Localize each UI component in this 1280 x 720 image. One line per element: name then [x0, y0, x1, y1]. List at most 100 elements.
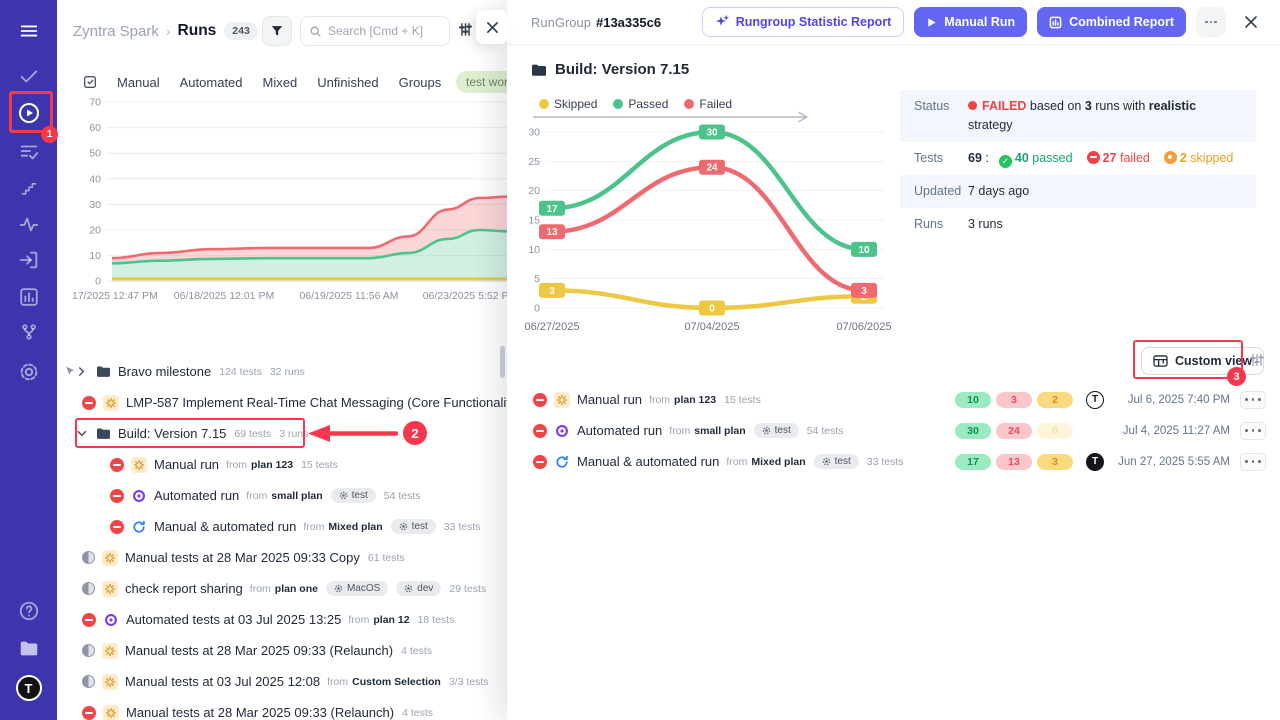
table-view-icon	[1153, 354, 1168, 368]
svg-text:3: 3	[861, 286, 867, 297]
stairs-icon[interactable]	[12, 173, 46, 203]
from-label: from	[726, 455, 748, 468]
svg-text:50: 50	[89, 148, 101, 160]
run-row[interactable]: check report sharing from plan one MacOS…	[57, 573, 507, 604]
custom-view-button[interactable]: Custom view	[1141, 347, 1265, 375]
list-settings-sliders-icon[interactable]	[1249, 352, 1265, 368]
updated-value: 7 days ago	[968, 183, 1030, 198]
tab-manual[interactable]: Manual	[117, 75, 160, 90]
run-title: Manual tests at 03 Jul 2025 12:08	[125, 674, 321, 689]
check-circle-icon: ✓	[998, 154, 1012, 168]
tests-count: 3/3 tests	[448, 675, 489, 688]
activity-icon[interactable]	[12, 209, 46, 239]
run-row[interactable]: Manual & automated run from Mixed plan t…	[57, 511, 507, 542]
run-title: check report sharing	[125, 581, 243, 596]
run-date: Jul 6, 2025 7:40 PM	[1127, 393, 1230, 406]
user-avatar[interactable]: T	[12, 673, 46, 703]
result-pills: 30 24 0	[955, 422, 1078, 439]
failed-dot-icon	[684, 99, 695, 109]
from-label: from	[249, 582, 271, 595]
tag-filter-pill[interactable]: test work	[456, 71, 507, 93]
search-input[interactable]	[328, 24, 433, 38]
run-row[interactable]: Manual run from plan 123 15 tests	[57, 449, 507, 480]
rungroup-statistic-report-button[interactable]: Rungroup Statistic Report	[701, 7, 905, 37]
folder-icon	[96, 365, 111, 378]
tab-groups[interactable]: Groups	[398, 75, 442, 90]
sign-in-icon[interactable]	[12, 245, 46, 275]
row-more-button[interactable]	[1240, 452, 1266, 471]
tab-mixed[interactable]: Mixed	[262, 75, 298, 90]
search-box[interactable]	[300, 16, 450, 46]
chevron-down-icon[interactable]	[75, 427, 88, 440]
manual-run-icon	[131, 456, 147, 473]
tests-count: 15 tests	[724, 393, 761, 406]
row-more-button[interactable]	[1240, 390, 1266, 409]
manual-run-icon	[103, 704, 119, 720]
row-more-button[interactable]	[1240, 421, 1266, 440]
sparkles-icon	[715, 15, 729, 29]
pin-cursor-icon	[64, 365, 76, 378]
rungroup-runs-list: Manual run from plan 123 15 tests 10 3 2…	[507, 384, 1280, 477]
failed-status-icon	[533, 392, 547, 407]
breadcrumb-project[interactable]: Zyntra Spark	[73, 22, 159, 40]
runs-list: Bravo milestone 124 tests 32 runs LMP-58…	[57, 356, 507, 720]
run-title: Automated run	[577, 423, 663, 438]
passed-pill: 10	[955, 391, 991, 408]
run-row[interactable]: Automated tests at 03 Jul 2025 13:25 fro…	[57, 604, 507, 635]
manual-run-button[interactable]: Manual Run	[914, 7, 1028, 37]
tab-automated[interactable]: Automated	[179, 75, 243, 90]
runs-list-panel: Zyntra Spark › Runs 243 Manual Automated…	[57, 0, 507, 720]
run-title: Manual run	[154, 457, 220, 472]
list-check-icon[interactable]	[12, 137, 46, 167]
branch-icon[interactable]	[12, 317, 46, 347]
more-options-button[interactable]	[1196, 7, 1226, 37]
run-row[interactable]: Automated run from small plan test 54 te…	[57, 480, 507, 511]
combined-report-button[interactable]: Combined Report	[1037, 7, 1186, 37]
play-icon	[926, 17, 937, 28]
menu-icon[interactable]	[12, 16, 46, 46]
status-value: FAILED based on 3 runs with realistic st…	[968, 99, 1197, 132]
run-row[interactable]: Manual tests at 03 Jul 2025 12:08 from C…	[57, 666, 507, 697]
rungroup-header: RunGroup #13a335c6 Rungroup Statistic Re…	[507, 0, 1280, 45]
run-row[interactable]: Automated run from small plan test 54 te…	[507, 415, 1280, 446]
bar-chart-icon[interactable]	[12, 282, 46, 312]
run-row[interactable]: Manual tests at 28 Mar 2025 09:33 (Relau…	[57, 697, 507, 720]
filter-button[interactable]	[262, 16, 292, 46]
detail-close-button[interactable]	[1238, 9, 1264, 35]
panel-close-button[interactable]	[476, 10, 508, 44]
run-row[interactable]: Manual tests at 28 Mar 2025 09:33 (Relau…	[57, 635, 507, 666]
scrollbar-thumb[interactable]	[500, 346, 505, 378]
from-label: from	[348, 613, 370, 626]
help-icon[interactable]	[12, 596, 46, 626]
svg-text:0: 0	[709, 304, 715, 315]
checkmark-icon[interactable]	[12, 61, 46, 91]
run-row[interactable]: Manual run from plan 123 15 tests 10 3 2…	[507, 384, 1280, 415]
select-runs-icon[interactable]	[82, 74, 98, 90]
detail-label: Tests	[914, 150, 944, 165]
folder-icon[interactable]	[12, 634, 46, 664]
tag-pill: test	[753, 423, 799, 438]
run-row[interactable]: Manual tests at 28 Mar 2025 09:33 Copy 6…	[57, 542, 507, 573]
from-label: from	[327, 675, 349, 688]
gear-icon[interactable]	[12, 357, 46, 387]
folder-icon	[96, 427, 111, 440]
view-settings-sliders-icon[interactable]	[457, 21, 474, 38]
tests-count: 33 tests	[866, 455, 904, 468]
run-row[interactable]: Manual & automated run from Mixed plan t…	[507, 446, 1280, 477]
svg-text:30: 30	[706, 128, 718, 139]
svg-text:30: 30	[89, 199, 101, 211]
tab-unfinished[interactable]: Unfinished	[317, 75, 379, 90]
run-group-row-build[interactable]: Build: Version 7.15 69 tests 3 runs	[57, 418, 507, 449]
tag-pill: MacOS	[325, 581, 389, 596]
bar-chart-icon	[1049, 16, 1062, 29]
tests-value: 69 : ✓ 40 passed 27 failed 2 skipped	[968, 149, 1233, 168]
svg-text:13: 13	[546, 227, 558, 238]
run-group-row[interactable]: Bravo milestone 124 tests 32 runs	[57, 356, 507, 387]
chevron-right-icon[interactable]	[75, 365, 88, 378]
tests-count: 54 tests	[806, 424, 844, 437]
passed-pill: 30	[955, 422, 991, 439]
run-row[interactable]: LMP-587 Implement Real-Time Chat Messagi…	[57, 387, 507, 418]
svg-text:06/18/2025 12:01 PM: 06/18/2025 12:01 PM	[174, 290, 274, 302]
runs-play-circle-icon[interactable]	[12, 98, 46, 128]
skipped-pill: 3	[1037, 453, 1073, 470]
